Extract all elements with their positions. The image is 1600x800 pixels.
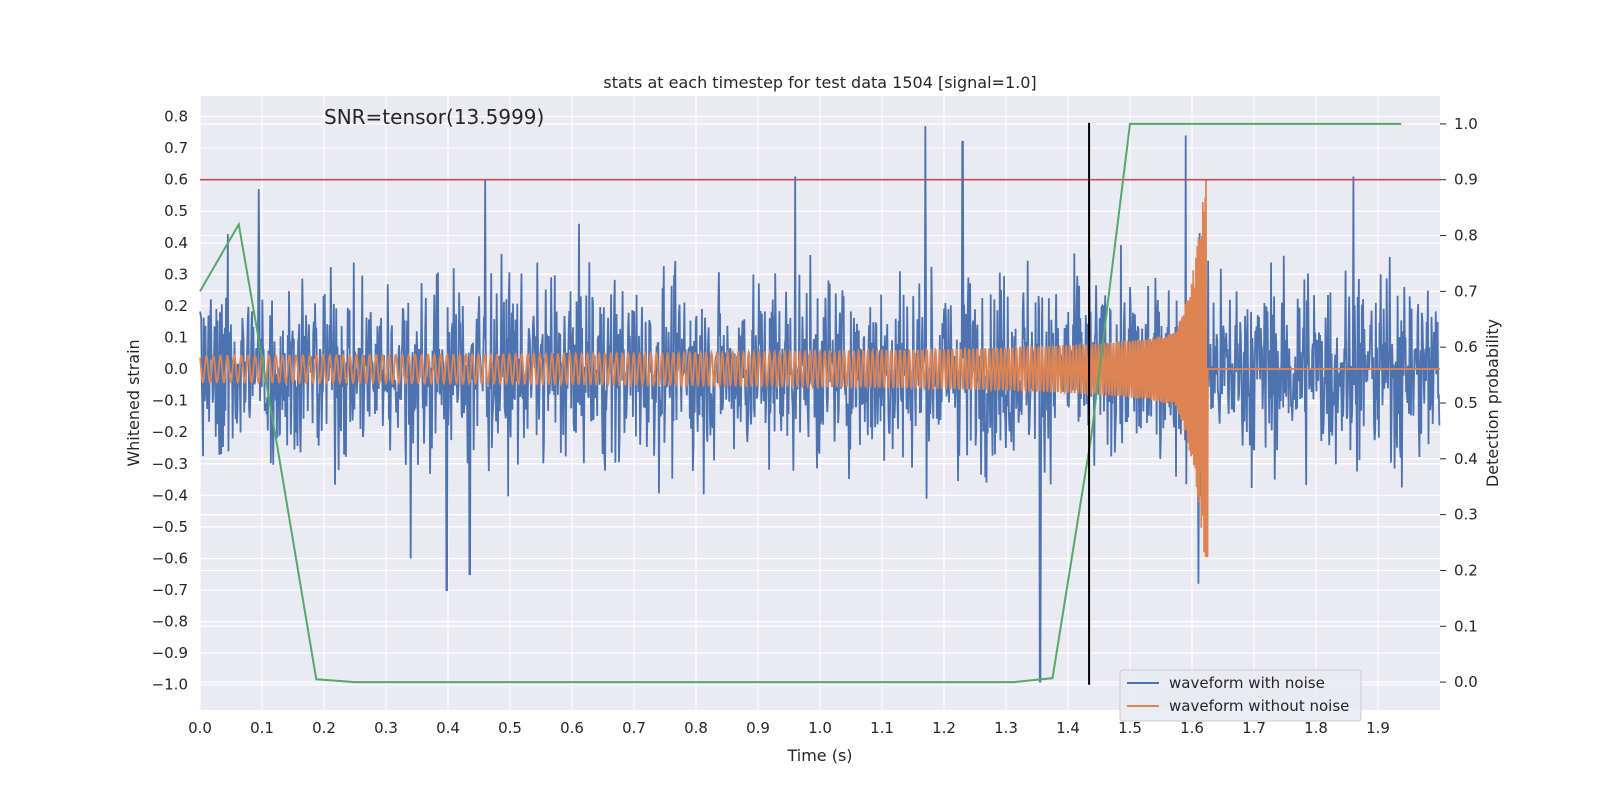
y2-tick-label-10: 1.0 <box>1454 115 1478 133</box>
y2-tick-label-4: 0.4 <box>1454 450 1478 468</box>
detection-probability-line <box>199 122 1402 684</box>
y-tick-label-18: −1.0 <box>152 676 188 694</box>
y-tick-label-13: −0.5 <box>152 518 188 536</box>
x-tick-label-2: 0.2 <box>312 719 336 737</box>
y-tick-label-7: 0.1 <box>164 328 188 346</box>
waveform-without-noise-line <box>199 179 1440 558</box>
x-tick-label-7: 0.7 <box>622 719 646 737</box>
x-tick-label-11: 1.1 <box>870 719 894 737</box>
x-axis-label: Time (s) <box>786 746 852 765</box>
y-axis-label: Whitened strain <box>124 339 143 466</box>
x-tick-label-1: 0.1 <box>250 719 274 737</box>
y-tick-label-4: 0.4 <box>164 234 188 252</box>
y-tick-label-16: −0.8 <box>152 613 188 631</box>
x-tick-label-5: 0.5 <box>498 719 522 737</box>
y-tick-label-1: 0.7 <box>164 139 188 157</box>
y2-tick-label-2: 0.2 <box>1454 561 1478 579</box>
x-tick-label-8: 0.8 <box>684 719 708 737</box>
y2-tick-label-7: 0.7 <box>1454 282 1478 300</box>
y2-tick-label-5: 0.5 <box>1454 394 1478 412</box>
x-tick-label-12: 1.2 <box>932 719 956 737</box>
y2-tick-label-9: 0.9 <box>1454 171 1478 189</box>
y-tick-label-0: 0.8 <box>164 108 188 126</box>
legend-box <box>1119 669 1362 722</box>
x-tick-label-15: 1.5 <box>1118 719 1142 737</box>
y-tick-label-12: −0.4 <box>152 486 188 504</box>
y-tick-label-11: −0.3 <box>152 455 188 473</box>
y-tick-label-9: −0.1 <box>152 392 188 410</box>
x-tick-label-14: 1.4 <box>1056 719 1080 737</box>
snr-annotation: SNR=tensor(13.5999) <box>324 105 544 129</box>
x-tick-label-10: 1.0 <box>808 719 832 737</box>
y2-tick-label-6: 0.6 <box>1454 338 1478 356</box>
x-tick-label-3: 0.3 <box>374 719 398 737</box>
y-tick-label-15: −0.7 <box>152 581 188 599</box>
y-tick-label-3: 0.5 <box>164 202 188 220</box>
legend-label-clean: waveform without noise <box>1169 697 1349 715</box>
y-tick-label-10: −0.2 <box>152 423 188 441</box>
y2-tick-label-1: 0.1 <box>1454 617 1478 635</box>
x-tick-label-18: 1.8 <box>1304 719 1328 737</box>
series-layer <box>199 122 1441 685</box>
x-tick-label-13: 1.3 <box>994 719 1018 737</box>
y2-tick-label-3: 0.3 <box>1454 506 1478 524</box>
legend: waveform with noise waveform without noi… <box>1119 669 1362 722</box>
x-tick-label-17: 1.7 <box>1242 719 1266 737</box>
y-tick-label-6: 0.2 <box>164 297 188 315</box>
ticks-layer: 0.0 0.1 0.2 0.3 0.4 0.5 0.6 0.7 0.8 0.9 1.0 1.1 1.2 1… <box>152 108 1478 737</box>
legend-label-noise: waveform with noise <box>1169 674 1325 692</box>
y-tick-label-14: −0.6 <box>152 549 188 567</box>
y-tick-label-8: 0.0 <box>164 360 188 378</box>
y-tick-label-17: −0.9 <box>152 644 188 662</box>
x-tick-label-16: 1.6 <box>1180 719 1204 737</box>
y2-tick-label-8: 0.8 <box>1454 227 1478 245</box>
y-tick-label-5: 0.3 <box>164 265 188 283</box>
x-tick-label-4: 0.4 <box>436 719 460 737</box>
chart-title: stats at each timestep for test data 150… <box>603 73 1036 92</box>
y2-axis-label: Detection probability <box>1483 319 1502 487</box>
x-tick-label-0: 0.0 <box>188 719 212 737</box>
y-tick-label-2: 0.6 <box>164 171 188 189</box>
grid <box>199 96 1440 710</box>
y2-tick-label-0: 0.0 <box>1454 673 1478 691</box>
x-tick-label-9: 0.9 <box>746 719 770 737</box>
x-tick-label-6: 0.6 <box>560 719 584 737</box>
x-tick-label-19: 1.9 <box>1366 719 1390 737</box>
